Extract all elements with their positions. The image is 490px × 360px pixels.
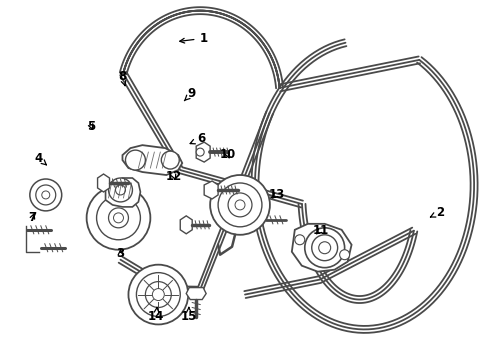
Polygon shape — [180, 216, 192, 234]
Circle shape — [87, 186, 150, 250]
Circle shape — [295, 235, 305, 245]
Text: 15: 15 — [181, 307, 197, 324]
Circle shape — [108, 178, 132, 202]
Circle shape — [128, 265, 188, 324]
Circle shape — [235, 200, 245, 210]
Polygon shape — [204, 181, 218, 199]
Circle shape — [136, 273, 180, 316]
Circle shape — [114, 213, 123, 223]
Polygon shape — [186, 288, 206, 300]
Circle shape — [312, 235, 338, 261]
Text: 2: 2 — [430, 206, 444, 219]
Circle shape — [97, 196, 141, 240]
Polygon shape — [292, 224, 352, 272]
Circle shape — [196, 148, 204, 156]
Circle shape — [125, 150, 146, 170]
Text: 12: 12 — [166, 170, 182, 183]
Text: 1: 1 — [180, 32, 208, 45]
Text: 5: 5 — [87, 120, 96, 133]
Circle shape — [340, 250, 349, 260]
Circle shape — [161, 151, 179, 169]
Polygon shape — [105, 178, 141, 207]
Circle shape — [318, 242, 331, 254]
Circle shape — [108, 208, 128, 228]
Text: 10: 10 — [220, 148, 236, 161]
Circle shape — [36, 185, 56, 205]
Text: 13: 13 — [269, 188, 285, 201]
Circle shape — [218, 183, 262, 227]
Circle shape — [146, 282, 172, 307]
Text: 4: 4 — [35, 152, 47, 165]
Circle shape — [228, 193, 252, 217]
Text: 8: 8 — [118, 69, 126, 86]
Text: 7: 7 — [28, 211, 37, 224]
Circle shape — [116, 185, 125, 195]
Polygon shape — [98, 174, 110, 192]
Circle shape — [42, 191, 50, 199]
Text: 9: 9 — [184, 87, 196, 101]
Text: 6: 6 — [190, 132, 205, 145]
Circle shape — [305, 228, 344, 268]
Polygon shape — [122, 145, 182, 175]
Text: 14: 14 — [148, 307, 164, 324]
Circle shape — [152, 289, 164, 301]
Circle shape — [30, 179, 62, 211]
Text: 11: 11 — [313, 224, 329, 237]
Text: 3: 3 — [117, 247, 124, 260]
Circle shape — [210, 175, 270, 235]
Polygon shape — [196, 142, 210, 162]
